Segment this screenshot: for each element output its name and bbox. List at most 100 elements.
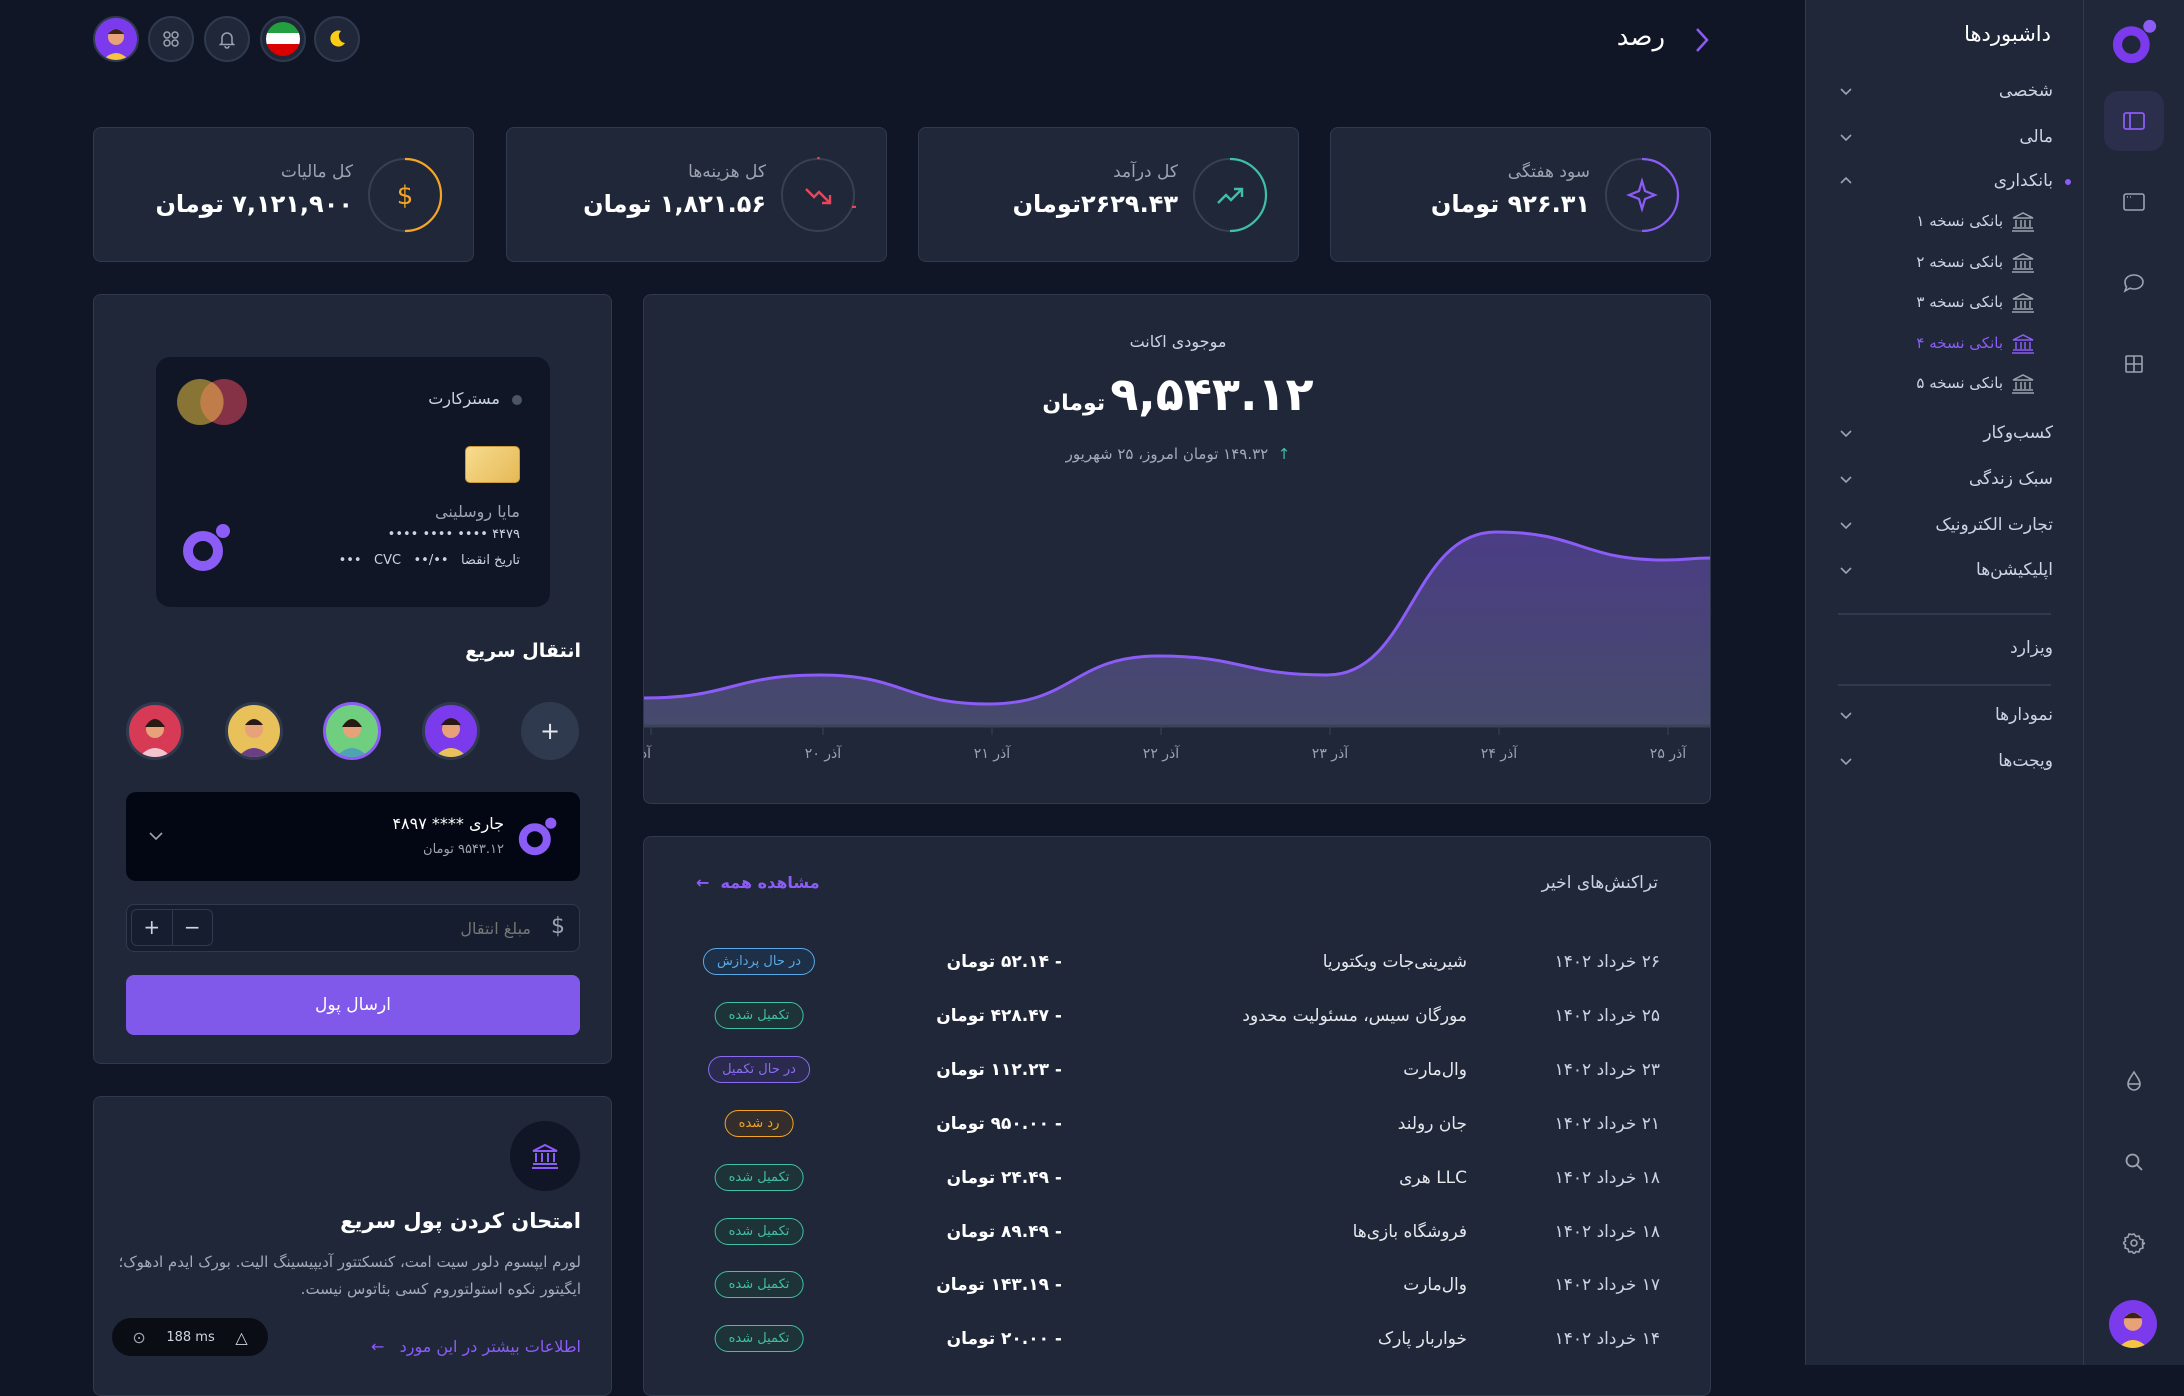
svg-text:$: $: [397, 181, 414, 211]
learn-more-link[interactable]: اطلاعات بیشتر در این مورد ←: [371, 1337, 581, 1356]
send-money-button[interactable]: ارسال پول: [126, 975, 580, 1035]
sidebar-item[interactable]: ویزارد: [1806, 630, 2085, 666]
grid-icon: [2125, 355, 2143, 373]
sidebar-subitem[interactable]: بانکی نسخه ۳: [1806, 285, 2085, 321]
bank-icon: [2012, 252, 2034, 273]
sidebar-item[interactable]: تجارت الکترونیک: [1806, 507, 2085, 543]
app-logo-icon[interactable]: [2112, 18, 2158, 64]
apps-button[interactable]: [148, 16, 194, 62]
transaction-date: ۱۸ خرداد ۱۴۰۲: [1554, 1221, 1660, 1242]
sidebar-subitem[interactable]: بانکی نسخه ۵: [1806, 366, 2085, 402]
active-dot: [2065, 179, 2071, 185]
rail-grid-button[interactable]: [2114, 344, 2154, 384]
balance-area-chart: آذر آذر ۲۰ آذر ۲۱ آذر ۲۲ آذر ۲۳ آذر ۲۴ آذر ۲۵: [644, 530, 1710, 762]
status-badge: تکمیل شده: [714, 1163, 804, 1191]
transaction-merchant: فروشگاه بازی‌ها: [1352, 1221, 1467, 1242]
x-tick-label: آذر ۲۳: [1312, 745, 1349, 762]
x-tick-label: آذر ۲۲: [1143, 745, 1180, 762]
sidebar-item[interactable]: بانکداری: [1806, 163, 2085, 199]
rail-theme-button[interactable]: [2114, 1061, 2154, 1101]
contact-avatar[interactable]: [126, 702, 184, 760]
transfer-amount-input[interactable]: [271, 913, 531, 943]
transaction-row[interactable]: ۲۳ خرداد ۱۴۰۲ وال‌مارت - ۱۱۲.۲۳ تومان در…: [644, 1050, 1712, 1090]
sidebar-item[interactable]: ویجت‌ها: [1806, 743, 2085, 779]
window-icon: [2123, 193, 2145, 211]
sidebar-item-label: تجارت الکترونیک: [1935, 515, 2053, 535]
decrement-button[interactable]: −: [183, 915, 201, 939]
transaction-row[interactable]: ۱۸ خرداد ۱۴۰۲ فروشگاه بازی‌ها - ۸۹.۴۹ تو…: [644, 1212, 1712, 1252]
view-all-link[interactable]: مشاهده همه ←: [696, 873, 820, 892]
sidebar-item[interactable]: کسب‌وکار: [1806, 415, 2085, 451]
dev-toolbar: ⊙ 188 ms △: [112, 1318, 268, 1356]
transaction-amount: - ۹۵۰.۰۰ تومان: [936, 1113, 1062, 1134]
rail-dashboard-button[interactable]: [2104, 91, 2164, 151]
expiry-value: ••/••: [413, 553, 449, 568]
target-icon[interactable]: ⊙: [132, 1327, 146, 1347]
sidebar-item[interactable]: سبک زندگی: [1806, 461, 2085, 497]
contact-avatar-selected[interactable]: [323, 702, 381, 760]
promo-body: لورم ایپسوم دلور سیت امت، کنسکتتور آدیپی…: [118, 1253, 581, 1298]
stat-value: ۲۶۲۹.۴۳تومان: [1012, 190, 1178, 218]
status-badge: تکمیل شده: [714, 1001, 804, 1029]
card-number: •••• •••• •••• ۴۴۷۹: [387, 527, 520, 542]
transaction-merchant: شیرینی‌جات ویکتوریا: [1322, 952, 1467, 972]
status-badge: تکمیل شده: [714, 1217, 804, 1245]
sidebar-item-label: سبک زندگی: [1968, 469, 2053, 489]
icon-rail: [2084, 0, 2184, 1365]
chevron-down-icon: [1840, 567, 1852, 575]
sidebar-item[interactable]: اپلیکیشن‌ها: [1806, 552, 2085, 588]
menu-divider: [1838, 613, 2051, 615]
sidebar-subitem[interactable]: بانکی نسخه ۲: [1806, 245, 2085, 281]
user-avatar-button[interactable]: [93, 16, 139, 62]
transaction-row[interactable]: ۲۱ خرداد ۱۴۰۲ جان رولند - ۹۵۰.۰۰ تومان ر…: [644, 1104, 1712, 1144]
theme-toggle-button[interactable]: [314, 16, 360, 62]
chevron-right-icon: [1696, 28, 1709, 52]
arrow-left-icon: ←: [370, 1337, 395, 1356]
chevron-down-icon: [149, 832, 163, 841]
increment-button[interactable]: +: [132, 910, 173, 945]
contact-avatar[interactable]: [422, 702, 480, 760]
language-button[interactable]: [260, 16, 306, 62]
transaction-row[interactable]: ۲۵ خرداد ۱۴۰۲ مورگان سیس، مسئولیت محدود …: [644, 996, 1712, 1036]
sidebar-toggle-button[interactable]: [1692, 26, 1712, 54]
sidebar-subitem-label: بانکی نسخه ۱: [1916, 212, 2003, 230]
sidebar-subitem[interactable]: بانکی نسخه ۴: [1806, 326, 2085, 362]
sidebar-item-label: شخصی: [1998, 81, 2053, 101]
transfer-amount-field[interactable]: $ + −: [126, 904, 580, 952]
card-brand-dot: [512, 395, 522, 405]
grid-dots-icon: [163, 31, 179, 47]
x-tick-label: آذر ۲۰: [805, 745, 842, 762]
transaction-row[interactable]: ۱۷ خرداد ۱۴۰۲ وال‌مارت - ۱۴۳.۱۹ تومان تک…: [644, 1265, 1712, 1305]
contact-avatar[interactable]: [225, 702, 283, 760]
transaction-date: ۱۸ خرداد ۱۴۰۲: [1554, 1167, 1660, 1188]
status-badge: در حال تکمیل: [708, 1055, 810, 1083]
stat-card: سود هفتگی ۹۲۶.۳۱ تومان: [1330, 127, 1711, 262]
sidebar-item-label: بانکداری: [1993, 171, 2053, 191]
transaction-row[interactable]: ۱۸ خرداد ۱۴۰۲ LLC هری - ۲۴.۴۹ تومان تکمی…: [644, 1158, 1712, 1198]
sidebar-subitem[interactable]: بانکی نسخه ۱: [1806, 204, 2085, 240]
stat-value: ۷,۱۲۱,۹۰۰ تومان: [155, 190, 353, 218]
balance-change: ↑ ۱۴۹.۳۲ تومان امروز، ۲۵ شهریور: [644, 445, 1710, 463]
chevron-down-icon: [1840, 758, 1852, 766]
sidebar-item[interactable]: مالی: [1806, 119, 2085, 155]
rail-chat-button[interactable]: [2114, 263, 2154, 303]
search-icon: [2125, 1153, 2143, 1171]
mastercard-logo-icon: [177, 379, 247, 425]
nuxt-logo-icon[interactable]: △: [235, 1327, 248, 1347]
add-contact-button[interactable]: +: [521, 702, 579, 760]
rail-window-button[interactable]: [2114, 182, 2154, 222]
transaction-row[interactable]: ۲۶ خرداد ۱۴۰۲ شیرینی‌جات ویکتوریا - ۵۲.۱…: [644, 942, 1712, 982]
bell-icon: [218, 32, 236, 49]
gear-icon: [2123, 1233, 2145, 1254]
account-selector[interactable]: جاری **** ۴۸۹۷ ۹۵۴۳.۱۲ تومان: [126, 792, 580, 881]
notifications-button[interactable]: [204, 16, 250, 62]
person-icon: [238, 719, 270, 757]
person-icon: [336, 719, 368, 757]
sidebar-item[interactable]: نمودارها: [1806, 697, 2085, 733]
sidebar-item[interactable]: شخصی: [1806, 73, 2085, 109]
rail-settings-button[interactable]: [2114, 1223, 2154, 1263]
transaction-row[interactable]: ۱۴ خرداد ۱۴۰۲ خواربار پارک - ۲۰.۰۰ تومان…: [644, 1319, 1712, 1359]
rail-search-button[interactable]: [2114, 1142, 2154, 1182]
bank-card: مسترکارت مایا روسلینی •••• •••• •••• ۴۴۷…: [156, 357, 550, 607]
rail-avatar-button[interactable]: [2109, 1300, 2157, 1348]
